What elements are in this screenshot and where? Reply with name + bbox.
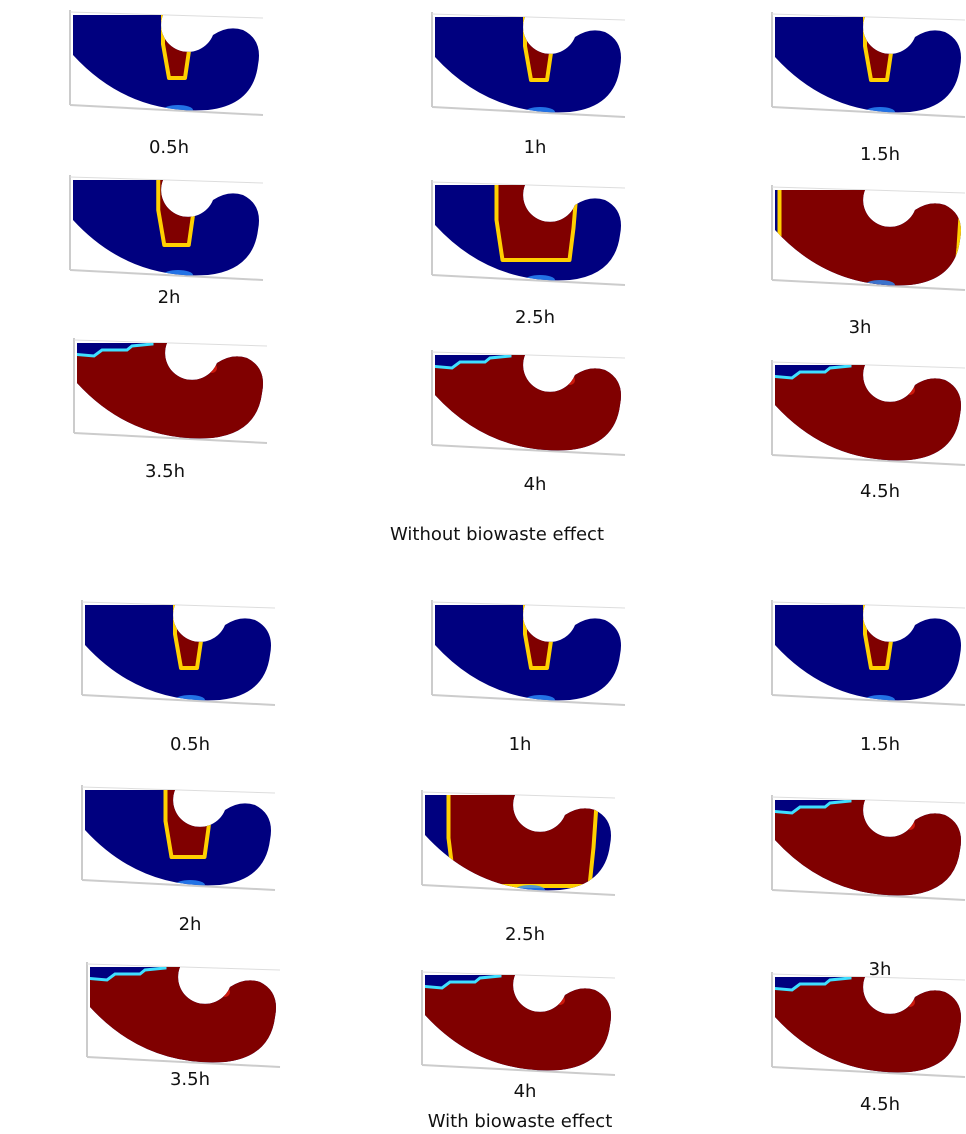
field — [770, 185, 966, 295]
field-red — [85, 962, 285, 1072]
hot-spot — [555, 995, 565, 1005]
field-front — [497, 180, 578, 260]
field — [430, 600, 630, 710]
time-label: 4h — [514, 1081, 537, 1102]
field — [430, 350, 630, 460]
time-label: 1h — [509, 734, 532, 755]
simulation-image — [770, 185, 966, 295]
field-red — [430, 350, 630, 460]
field-front — [449, 790, 598, 886]
simulation-image — [770, 972, 966, 1082]
field-red — [770, 795, 966, 905]
time-label: 1.5h — [860, 734, 900, 755]
time-label: 2.5h — [515, 307, 555, 328]
field-front — [525, 600, 555, 668]
field — [80, 600, 280, 710]
time-label: 4h — [524, 474, 547, 495]
field-front — [865, 600, 895, 668]
field — [420, 790, 620, 900]
time-label: 3.5h — [145, 461, 185, 482]
time-label: 1h — [524, 137, 547, 158]
field — [770, 972, 966, 1082]
caption: With biowaste effect — [428, 1111, 613, 1132]
field-front — [175, 600, 205, 668]
time-label: 2.5h — [505, 924, 545, 945]
field — [68, 175, 268, 285]
field — [430, 12, 630, 122]
field — [770, 12, 966, 122]
field — [72, 338, 272, 448]
field-front — [780, 185, 963, 289]
simulation-image — [430, 12, 630, 122]
simulation-image — [430, 600, 630, 710]
time-label: 1.5h — [860, 144, 900, 165]
field-front — [525, 12, 555, 80]
field-front — [158, 175, 197, 245]
field-red — [72, 338, 272, 448]
simulation-image — [80, 785, 280, 895]
simulation-image — [770, 12, 966, 122]
simulation-image — [68, 10, 268, 120]
simulation-image — [420, 790, 620, 900]
simulation-image — [420, 970, 620, 1080]
field — [68, 10, 268, 120]
caption: Without biowaste effect — [390, 524, 604, 545]
time-label: 3h — [849, 317, 872, 338]
simulation-image — [770, 600, 966, 710]
time-label: 4.5h — [860, 1094, 900, 1115]
simulation-image — [770, 795, 966, 905]
time-label: 0.5h — [149, 137, 189, 158]
hot-spot — [905, 820, 915, 830]
field — [85, 962, 285, 1072]
field-front — [163, 10, 193, 78]
time-label: 4.5h — [860, 481, 900, 502]
field-red — [770, 360, 966, 470]
time-label: 3.5h — [170, 1069, 210, 1090]
field-front — [865, 12, 895, 80]
simulation-image — [68, 175, 268, 285]
time-label: 0.5h — [170, 734, 210, 755]
hot-spot — [565, 375, 575, 385]
field-red — [420, 970, 620, 1080]
simulation-image — [72, 338, 272, 448]
hot-spot — [220, 987, 230, 997]
simulation-image — [430, 350, 630, 460]
time-label: 2h — [158, 287, 181, 308]
field — [80, 785, 280, 895]
field — [430, 180, 630, 290]
field-front — [166, 785, 213, 857]
simulation-image — [80, 600, 280, 710]
field — [770, 795, 966, 905]
simulation-image — [770, 360, 966, 470]
field — [420, 970, 620, 1080]
figure: Without biowaste effect 0.5h 1h 1.5h 2h 2.5h 3… — [0, 0, 966, 1134]
hot-spot — [905, 385, 915, 395]
field-red — [770, 972, 966, 1082]
time-label: 2h — [179, 914, 202, 935]
field — [770, 600, 966, 710]
hot-spot — [207, 363, 217, 373]
hot-spot — [905, 997, 915, 1007]
field — [770, 360, 966, 470]
simulation-image — [85, 962, 285, 1072]
simulation-image — [430, 180, 630, 290]
